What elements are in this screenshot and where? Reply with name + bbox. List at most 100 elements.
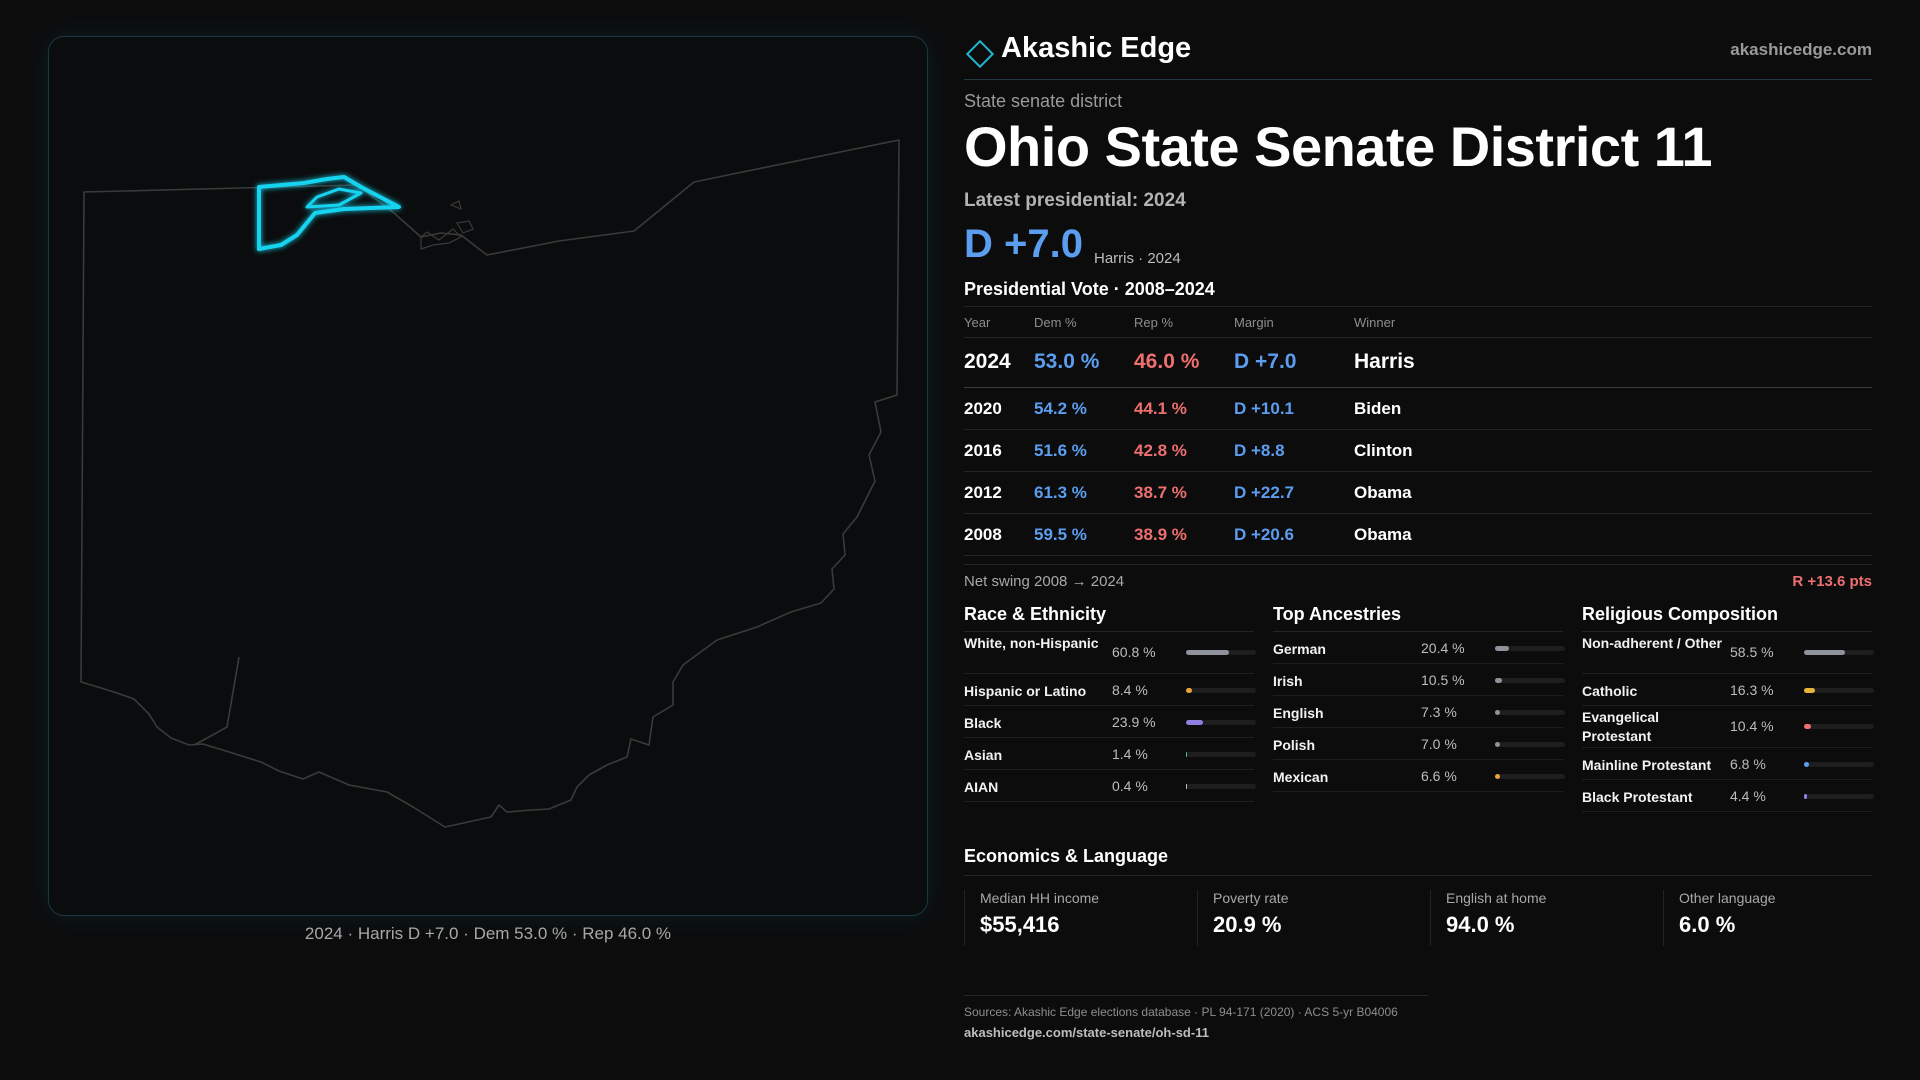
cell-rep: 42.8 % — [1134, 441, 1187, 460]
item-value: 10.5 % — [1421, 672, 1465, 688]
item-bar — [1495, 678, 1565, 683]
stat-english-at-home: English at home 94.0 % — [1430, 890, 1652, 946]
page-title: Ohio State Senate District 11 — [964, 115, 1712, 178]
item-label: Mexican — [1273, 769, 1329, 785]
item-bar-fill — [1495, 646, 1510, 651]
item-bar — [1495, 646, 1565, 651]
cell-margin: D +7.0 — [1234, 350, 1297, 373]
net-swing-label: Net swing 2008 → 2024 — [964, 573, 1125, 590]
item-label: Irish — [1273, 673, 1303, 689]
item-label: English — [1273, 705, 1324, 721]
item-label: Polish — [1273, 737, 1316, 753]
brand-header: Akashic Edge akashicedge.com — [964, 32, 1872, 80]
stat-label: English at home — [1446, 890, 1547, 906]
latest-margin-value: D +7.0 — [964, 222, 1083, 266]
table-row: 2012 61.3 % 38.7 % D +22.7 Obama — [964, 472, 1872, 514]
item-bar — [1186, 752, 1256, 757]
district-map-panel — [48, 36, 928, 916]
cell-dem: 51.6 % — [1034, 441, 1087, 460]
race-ethnicity-title: Race & Ethnicity — [964, 602, 1254, 632]
header-dem: Dem % — [1034, 315, 1077, 330]
ohio-map — [80, 139, 900, 828]
item-bar — [1804, 762, 1874, 767]
item-label: Asian — [964, 747, 1003, 763]
stat-median-income: Median HH income $55,416 — [964, 890, 1186, 946]
item-value: 6.8 % — [1730, 756, 1766, 772]
item-bar-fill — [1186, 784, 1188, 789]
item-value: 8.4 % — [1112, 682, 1148, 698]
sources-divider — [964, 995, 1428, 996]
list-item: Asian 1.4 % — [964, 738, 1256, 770]
cell-year: 2012 — [964, 483, 1002, 502]
cell-dem: 54.2 % — [1034, 399, 1087, 418]
item-bar — [1186, 784, 1256, 789]
list-item: AIAN 0.4 % — [964, 770, 1256, 802]
item-value: 23.9 % — [1112, 714, 1156, 730]
item-label: AIAN — [964, 779, 999, 795]
cell-year: 2020 — [964, 399, 1002, 418]
list-item: Black 23.9 % — [964, 706, 1256, 738]
item-label: Catholic — [1582, 683, 1638, 699]
stat-label: Poverty rate — [1213, 890, 1289, 906]
item-bar-fill — [1804, 762, 1809, 767]
list-item: English 7.3 % — [1273, 696, 1565, 728]
cell-rep: 38.7 % — [1134, 483, 1187, 502]
cell-year: 2024 — [964, 350, 1011, 373]
item-bar-fill — [1186, 720, 1203, 725]
list-item: German 20.4 % — [1273, 632, 1565, 664]
stat-poverty-rate: Poverty rate 20.9 % — [1197, 890, 1419, 946]
item-bar — [1495, 710, 1565, 715]
cell-winner: Obama — [1354, 483, 1412, 502]
item-value: 0.4 % — [1112, 778, 1148, 794]
sources-text: Sources: Akashic Edge elections database… — [964, 1005, 1398, 1019]
cell-rep: 46.0 % — [1134, 350, 1200, 373]
item-bar — [1804, 650, 1874, 655]
header-winner: Winner — [1354, 315, 1396, 330]
latest-margin-subtitle: Harris · 2024 — [1094, 250, 1181, 267]
source-url-link[interactable]: akashicedge.com/state-senate/oh-sd-11 — [964, 1025, 1209, 1040]
item-bar — [1186, 688, 1256, 693]
cell-margin: D +20.6 — [1234, 525, 1295, 544]
internal-boundary-line — [193, 656, 240, 746]
table-row: 2008 59.5 % 38.9 % D +20.6 Obama — [964, 514, 1872, 556]
item-bar-fill — [1186, 688, 1192, 693]
list-item: Catholic 16.3 % — [1582, 674, 1874, 706]
item-value: 1.4 % — [1112, 746, 1148, 762]
brand-name[interactable]: Akashic Edge — [1001, 32, 1192, 64]
cell-year: 2008 — [964, 525, 1002, 544]
cell-margin: D +8.8 — [1234, 441, 1285, 460]
item-label: Non-adherent / Other — [1582, 635, 1723, 651]
item-bar — [1495, 774, 1565, 779]
item-bar — [1804, 794, 1874, 799]
item-bar-fill — [1495, 710, 1501, 715]
cell-dem: 59.5 % — [1034, 525, 1087, 544]
map-caption: 2024 · Harris D +7.0 · Dem 53.0 % · Rep … — [304, 924, 672, 943]
stat-value: 6.0 % — [1679, 912, 1736, 937]
lake-erie-islands — [420, 200, 474, 250]
table-header-row: Year Dem % Rep % Margin Winner — [964, 306, 1872, 338]
header-rep: Rep % — [1134, 315, 1174, 330]
cell-year: 2016 — [964, 441, 1002, 460]
stat-value: 94.0 % — [1446, 912, 1515, 937]
item-bar-fill — [1495, 774, 1500, 779]
item-value: 7.0 % — [1421, 736, 1457, 752]
list-item: Hispanic or Latino 8.4 % — [964, 674, 1256, 706]
top-ancestries-section: Top Ancestries German 20.4 % Irish 10.5 … — [1273, 602, 1565, 792]
district-type-label: State senate district — [964, 91, 1123, 111]
item-label: White, non-Hispanic — [964, 635, 1099, 651]
stat-label: Median HH income — [980, 890, 1100, 906]
item-bar — [1804, 688, 1874, 693]
list-item: Irish 10.5 % — [1273, 664, 1565, 696]
brand-logo-icon — [965, 39, 995, 69]
ohio-state-outline — [80, 139, 900, 828]
item-label: Mainline Protestant — [1582, 757, 1712, 773]
cell-winner: Obama — [1354, 525, 1412, 544]
cell-winner: Harris — [1354, 350, 1415, 373]
cell-margin: D +10.1 — [1234, 399, 1295, 418]
item-label: Hispanic or Latino — [964, 683, 1087, 699]
brand-url-link[interactable]: akashicedge.com — [1730, 40, 1872, 59]
cell-rep: 44.1 % — [1134, 399, 1187, 418]
item-value: 20.4 % — [1421, 640, 1465, 656]
list-item: Non-adherent / Other 58.5 % — [1582, 632, 1874, 674]
item-bar-fill — [1804, 794, 1808, 799]
